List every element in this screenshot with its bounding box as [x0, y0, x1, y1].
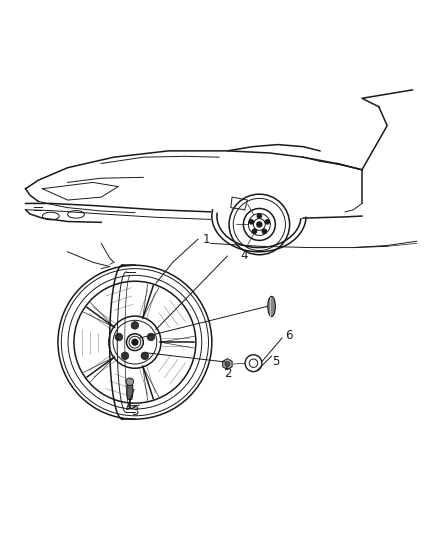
Text: 1: 1 — [203, 233, 210, 246]
Circle shape — [265, 220, 269, 224]
Circle shape — [225, 361, 230, 367]
Circle shape — [252, 229, 257, 233]
Circle shape — [249, 220, 254, 224]
Circle shape — [257, 214, 261, 218]
Polygon shape — [127, 385, 133, 399]
Text: 3: 3 — [131, 405, 138, 418]
Circle shape — [121, 352, 129, 360]
Text: 2: 2 — [224, 367, 231, 380]
Polygon shape — [223, 359, 232, 369]
Text: 6: 6 — [285, 329, 292, 342]
Circle shape — [257, 222, 262, 227]
Circle shape — [262, 229, 266, 233]
Circle shape — [132, 339, 138, 345]
Ellipse shape — [268, 296, 276, 317]
Circle shape — [147, 333, 155, 341]
Circle shape — [126, 378, 134, 385]
Circle shape — [115, 333, 123, 341]
Circle shape — [131, 321, 139, 329]
Circle shape — [141, 352, 148, 360]
Text: 5: 5 — [272, 354, 279, 368]
Text: 4: 4 — [240, 249, 248, 262]
